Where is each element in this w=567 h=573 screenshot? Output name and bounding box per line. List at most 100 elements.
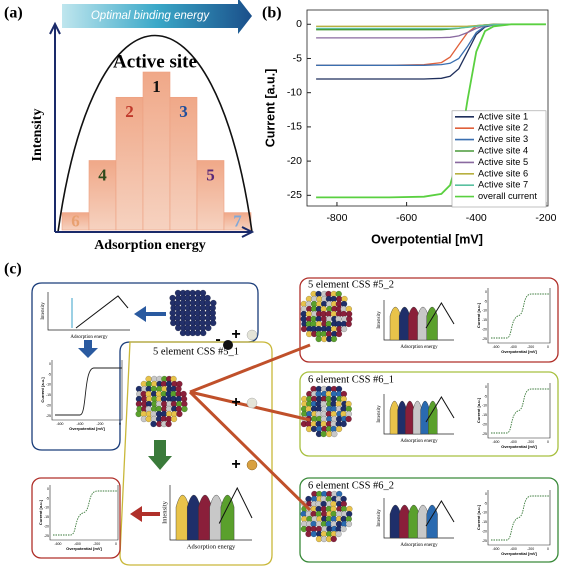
mini-x-label: Adsorption energy: [400, 345, 438, 350]
mini-tick: -10: [482, 309, 487, 313]
mini-curve: [491, 293, 550, 339]
legend-label: Active site 7: [478, 180, 528, 190]
panel-label: (c): [4, 261, 22, 278]
bar-label: 6: [71, 212, 80, 231]
mini-hat: [425, 500, 455, 527]
box-title: 5 element CSS #5_2: [308, 279, 394, 290]
mini-y-label: Intensity: [377, 509, 382, 527]
atom: [305, 530, 312, 538]
x-tick-label: -800: [326, 212, 347, 224]
atom: [300, 325, 308, 333]
mini-tick: -600: [56, 422, 63, 426]
mini-tick: -5: [48, 372, 51, 376]
mini-y-label: Intensity: [161, 500, 168, 523]
bar: [169, 96, 198, 231]
mini-hat: [218, 486, 253, 524]
mini-axes: [51, 360, 123, 421]
atom: [194, 329, 201, 337]
y-tick-label: -20: [287, 155, 302, 167]
mini-tick: -5: [46, 496, 49, 500]
bar-label: 7: [233, 212, 242, 231]
mini-tick: -15: [46, 393, 51, 397]
mini-tick: -5: [484, 501, 487, 505]
atom: [340, 325, 348, 333]
mini-tick: 0: [119, 422, 121, 426]
mini-tick: -10: [482, 404, 487, 408]
x-tick-label: -600: [396, 212, 417, 224]
mini-tick: 0: [547, 345, 549, 349]
y-tick-label: -10: [287, 86, 302, 98]
arrow-red-left: [130, 506, 160, 522]
mini-tick: -15: [482, 318, 487, 322]
panel-label: (a): [4, 5, 23, 22]
mini-curve: [491, 495, 550, 541]
atom: [150, 420, 157, 428]
mini-x-label: Adsorption energy: [400, 439, 438, 444]
mini-tick: -400: [76, 422, 83, 426]
y-tick-label: -5: [293, 52, 302, 64]
arrow-red: [188, 390, 312, 512]
mini-tick: -20: [46, 404, 51, 408]
mini-tick: -600: [54, 542, 61, 546]
mini-x-label: Overpotential [mV]: [501, 551, 537, 556]
x-axis: [55, 226, 255, 238]
nanoparticle: [300, 385, 352, 438]
bell-curve: [57, 34, 253, 233]
mini-tick: -20: [482, 530, 487, 534]
mini-tick: -10: [46, 383, 51, 387]
mini-y-label: Current [a.u.]: [476, 302, 481, 328]
adatom: [246, 459, 258, 471]
frame: [299, 477, 559, 563]
mini-tick: 0: [547, 547, 549, 551]
mini-tick: -400: [510, 345, 517, 349]
mini-tick: -10: [482, 511, 487, 515]
bar: [142, 71, 171, 231]
mini-x-label: Adsorption energy: [400, 543, 438, 548]
y-axis: [49, 21, 61, 232]
mini-tick: -20: [482, 328, 487, 332]
mini-y-label: Intensity: [377, 311, 382, 329]
bar-label: 1: [152, 77, 161, 96]
mini-y-label: Intensity: [41, 302, 46, 320]
legend-label: Active site 4: [478, 145, 528, 155]
atom: [331, 430, 338, 438]
mini-axes: [49, 485, 119, 541]
atom: [345, 520, 353, 528]
mini-tick: -15: [482, 413, 487, 417]
mini-tick: 0: [485, 492, 487, 496]
sign: -: [215, 331, 220, 348]
mini-tick: 0: [115, 542, 117, 546]
mini-tick: 0: [47, 487, 49, 491]
mini-hat: [425, 302, 455, 329]
adatom: [246, 397, 258, 409]
atom: [181, 405, 188, 413]
adatom: [246, 329, 258, 341]
atom: [210, 319, 217, 327]
atom: [320, 430, 327, 438]
mini-tick: -5: [484, 394, 487, 398]
mini-tick: -200: [96, 422, 103, 426]
banner-arrow: [62, 0, 252, 34]
mini-hat: [425, 396, 455, 423]
atom: [330, 335, 338, 343]
arrow-blue: [78, 340, 98, 358]
atom: [335, 530, 342, 538]
atom: [335, 425, 343, 433]
mini-x-label: Overpotential [mV]: [501, 349, 537, 354]
mini-tick: -25: [482, 337, 487, 341]
bar-label: 2: [125, 102, 134, 121]
sign: +: [231, 326, 240, 343]
y-tick-label: -25: [287, 189, 302, 201]
box-title: 6 element CSS #6_1: [308, 374, 394, 385]
line-series: [316, 23, 546, 66]
bar-label: 3: [179, 102, 188, 121]
mini-peak: [428, 400, 438, 435]
mini-axes: [487, 490, 551, 546]
legend-box: [451, 110, 547, 208]
mini-tick: -25: [44, 534, 49, 538]
mini-y-label: Current [a.u.]: [40, 377, 45, 403]
mini-x-label: Adsorption energy: [70, 335, 108, 340]
mini-tick: 0: [49, 362, 51, 366]
